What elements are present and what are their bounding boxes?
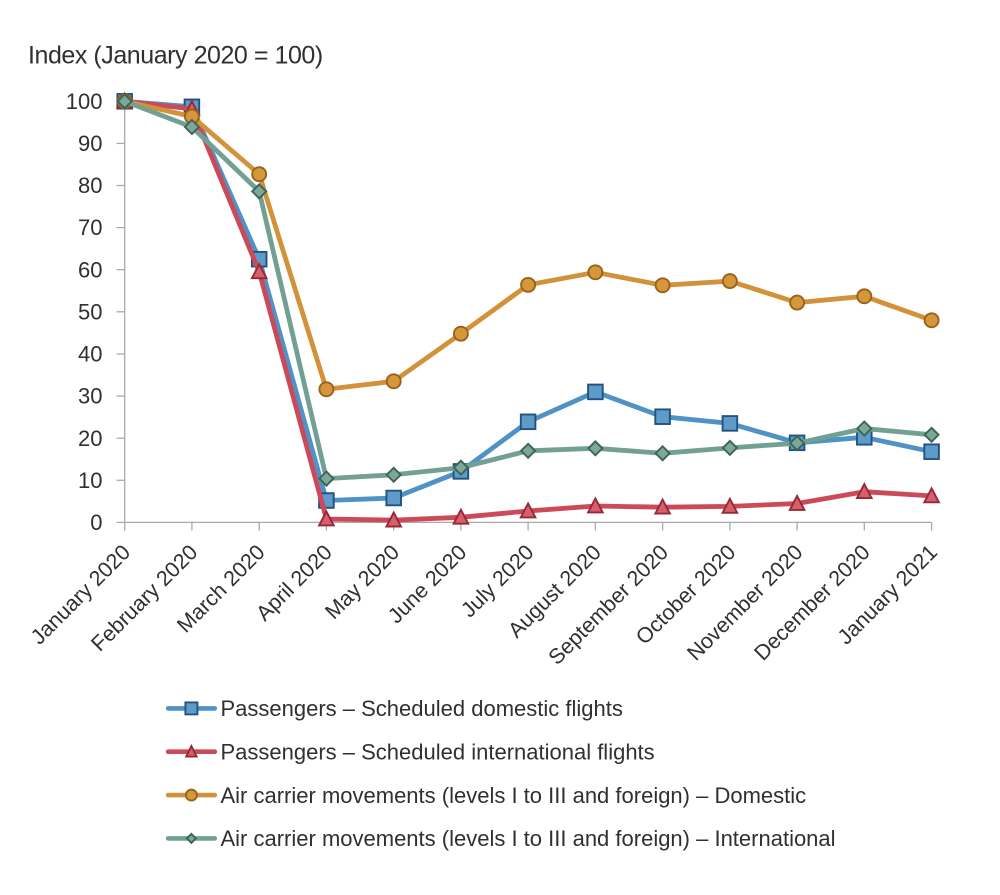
svg-text:Air carrier movements (levels: Air carrier movements (levels I to III a… bbox=[221, 826, 836, 851]
svg-text:Passengers – Scheduled interna: Passengers – Scheduled international fli… bbox=[221, 739, 655, 764]
svg-text:Index (January 2020 = 100): Index (January 2020 = 100) bbox=[28, 42, 323, 70]
svg-text:0: 0 bbox=[90, 510, 102, 535]
svg-text:80: 80 bbox=[78, 173, 102, 198]
svg-text:Passengers – Scheduled domesti: Passengers – Scheduled domestic flights bbox=[221, 696, 623, 721]
svg-text:100: 100 bbox=[66, 89, 103, 114]
svg-text:90: 90 bbox=[78, 131, 102, 156]
svg-text:Air carrier movements (levels: Air carrier movements (levels I to III a… bbox=[221, 783, 807, 808]
svg-text:50: 50 bbox=[78, 299, 102, 324]
svg-text:30: 30 bbox=[78, 384, 102, 409]
svg-text:60: 60 bbox=[78, 257, 102, 282]
svg-text:40: 40 bbox=[78, 342, 102, 367]
svg-text:20: 20 bbox=[78, 426, 102, 451]
svg-text:70: 70 bbox=[78, 215, 102, 240]
svg-text:10: 10 bbox=[78, 468, 102, 493]
